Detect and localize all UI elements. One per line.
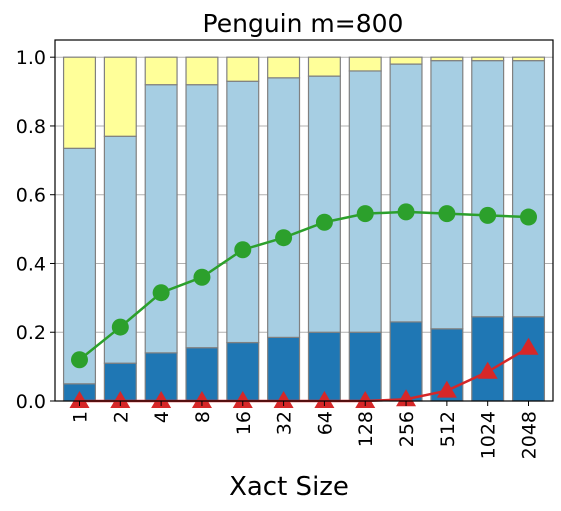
point-red-line xyxy=(314,391,335,408)
bar-middle xyxy=(389,63,423,323)
point-green-line xyxy=(438,205,456,223)
bar-middle xyxy=(62,147,97,385)
point-green-line xyxy=(356,205,374,223)
lines xyxy=(69,203,539,408)
y-tick-label: 0.2 xyxy=(16,322,46,344)
bar-top xyxy=(511,56,546,62)
bar-top xyxy=(185,56,219,86)
bar-middle xyxy=(430,60,464,330)
point-green-line xyxy=(70,351,88,369)
point-red-line xyxy=(69,391,90,408)
y-tick-label: 0.8 xyxy=(16,116,46,138)
bar-top xyxy=(144,56,178,86)
x-tick-label: 16 xyxy=(233,411,255,435)
point-red-line xyxy=(436,380,457,398)
point-red-line xyxy=(110,391,131,408)
x-tick-label: 2048 xyxy=(519,411,541,459)
bar-top xyxy=(226,56,260,82)
bar-top xyxy=(307,56,341,77)
y-tick-label: 0.0 xyxy=(16,391,46,413)
point-red-line xyxy=(232,391,253,408)
x-axis-label: Xact Size xyxy=(229,472,349,502)
x-tick-label: 64 xyxy=(314,411,336,435)
x-tick-label: 512 xyxy=(437,411,459,447)
bar-bottom xyxy=(267,336,301,402)
bar-middle xyxy=(185,84,219,349)
point-green-line xyxy=(234,241,252,259)
bar-bottom xyxy=(471,316,505,402)
bar-top xyxy=(348,56,382,72)
bar-middle xyxy=(471,60,505,318)
point-green-line xyxy=(520,208,538,226)
bar-top xyxy=(389,56,423,65)
bar-bottom xyxy=(389,321,423,402)
bar-bottom xyxy=(348,331,382,402)
point-green-line xyxy=(111,318,129,336)
bar-middle xyxy=(511,60,546,318)
bar-top xyxy=(62,56,97,149)
bar-middle xyxy=(144,84,178,354)
point-red-line xyxy=(273,391,294,408)
point-red-line xyxy=(355,391,376,408)
point-green-line xyxy=(479,206,497,224)
axes xyxy=(54,39,554,402)
bar-bottom xyxy=(307,331,341,402)
x-tick-label: 1 xyxy=(69,411,91,423)
point-green-line xyxy=(275,229,293,247)
x-tick-label: 8 xyxy=(192,411,214,423)
x-tick-label: 128 xyxy=(355,411,377,447)
bar-middle xyxy=(307,75,341,333)
point-red-line xyxy=(191,391,212,408)
x-tick-label: 32 xyxy=(274,411,296,435)
x-tick-label: 2 xyxy=(110,411,132,423)
bar-top xyxy=(471,56,505,62)
x-tick-label: 4 xyxy=(151,411,173,423)
y-tick-label: 0.4 xyxy=(16,253,46,275)
point-red-line xyxy=(396,389,417,407)
bars xyxy=(62,56,546,402)
bar-top xyxy=(103,56,137,137)
bar-bottom xyxy=(511,316,546,402)
y-tick-label: 0.6 xyxy=(16,185,46,207)
point-green-line xyxy=(397,203,415,221)
point-red-line xyxy=(477,361,498,379)
plot-frame xyxy=(54,39,554,402)
point-green-line xyxy=(193,268,211,286)
bar-middle xyxy=(267,77,301,338)
bar-top xyxy=(430,56,464,62)
x-ticks: 1 2 4 8 16 32 64 128 256 512 1024 2048 xyxy=(69,401,541,459)
point-red-line xyxy=(151,391,172,408)
bar-top xyxy=(267,56,301,79)
chart-title: Penguin m=800 xyxy=(203,9,404,38)
y-tick-label: 1.0 xyxy=(16,47,46,69)
point-green-line xyxy=(152,284,170,302)
point-green-line xyxy=(315,213,333,231)
bar-middle xyxy=(348,70,382,333)
y-ticks: 0.0 0.2 0.4 0.6 0.8 1.0 xyxy=(16,47,55,413)
x-tick-label: 256 xyxy=(396,411,418,447)
x-tick-label: 1024 xyxy=(478,411,500,459)
point-red-line xyxy=(518,337,539,355)
bar-middle xyxy=(226,80,260,344)
